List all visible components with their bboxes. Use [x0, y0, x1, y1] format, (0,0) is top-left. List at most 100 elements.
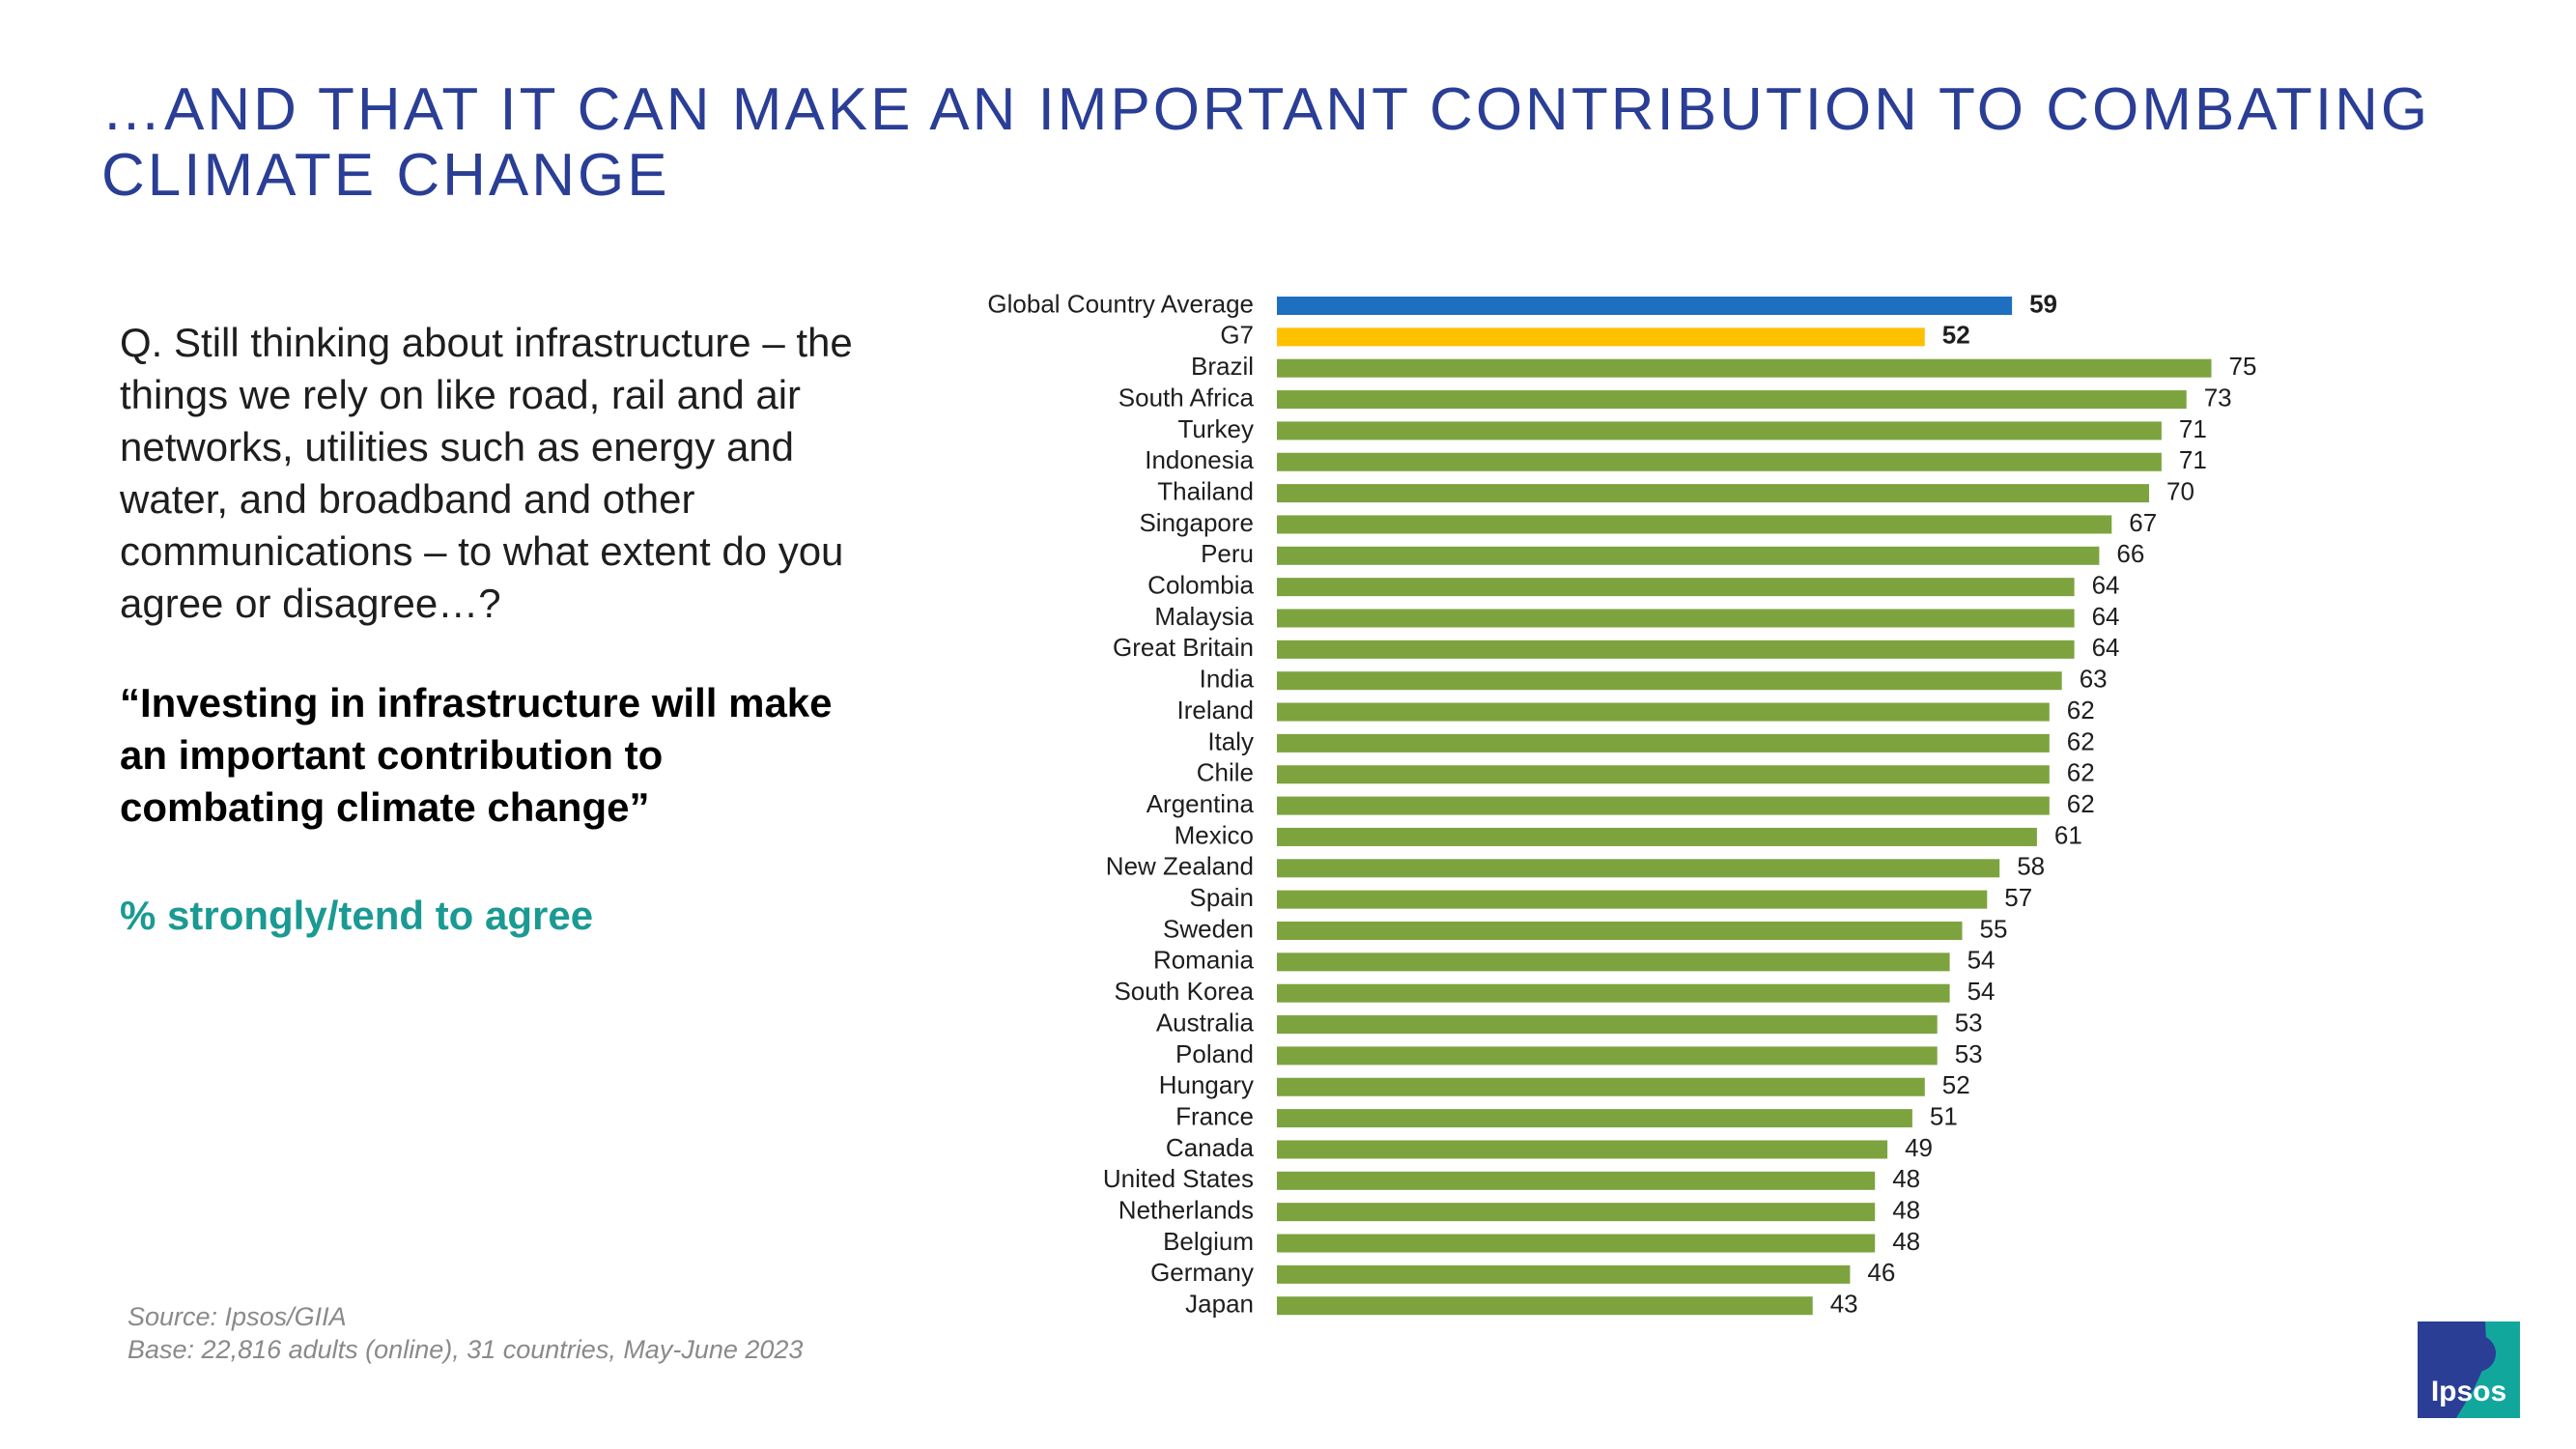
bar-brazil [1277, 358, 2212, 378]
category-label-ireland: Ireland [1177, 696, 1255, 724]
survey-statement: “Investing in infrastructure will make a… [120, 680, 833, 830]
bar-united-states [1277, 1171, 1876, 1190]
bar-global-country-average [1277, 297, 2013, 315]
logo-head-shape [2459, 1335, 2496, 1372]
category-label-thailand: Thailand [1157, 476, 1254, 505]
ipsos-logo: Ipsos [2418, 1321, 2520, 1418]
category-label-hungary: Hungary [1159, 1070, 1254, 1099]
bar-south-korea [1277, 983, 1950, 1003]
value-label-ireland: 62 [2067, 696, 2095, 724]
category-label-belgium: Belgium [1163, 1227, 1254, 1256]
bar-mexico [1277, 827, 2037, 846]
category-label-turkey: Turkey [1178, 414, 1255, 443]
bar-south-africa [1277, 390, 2187, 410]
value-label-romania: 54 [1967, 946, 1996, 975]
bar-germany [1277, 1264, 1851, 1284]
value-label-netherlands: 48 [1892, 1196, 1920, 1225]
category-label-malaysia: Malaysia [1154, 602, 1254, 631]
source-line: Source: Ipsos/GIIA [127, 1302, 347, 1331]
value-label-indonesia: 71 [2179, 445, 2207, 474]
question-block: Q. Still thinking about infrastructure –… [120, 317, 854, 630]
value-label-france: 51 [1930, 1101, 1958, 1130]
value-label-malaysia: 64 [2092, 602, 2120, 631]
category-label-brazil: Brazil [1191, 352, 1254, 381]
value-label-brazil: 75 [2229, 352, 2257, 381]
category-label-g7: G7 [1220, 321, 1254, 350]
category-label-mexico: Mexico [1175, 820, 1254, 849]
value-label-australia: 53 [1955, 1008, 1983, 1037]
value-label-united-states: 48 [1892, 1164, 1920, 1193]
value-label-argentina: 62 [2067, 789, 2095, 818]
category-label-germany: Germany [1150, 1258, 1254, 1287]
bar-spain [1277, 890, 1988, 909]
category-label-australia: Australia [1156, 1008, 1255, 1037]
value-label-canada: 49 [1905, 1133, 1933, 1162]
category-label-sweden: Sweden [1163, 914, 1254, 943]
bar-sweden [1277, 922, 1963, 940]
category-label-colombia: Colombia [1147, 571, 1254, 600]
category-label-argentina: Argentina [1146, 789, 1255, 818]
category-label-south-korea: South Korea [1114, 977, 1254, 1006]
category-label-global-country-average: Global Country Average [987, 289, 1254, 318]
bar-romania [1277, 952, 1950, 972]
logo-teal-shape [2456, 1321, 2520, 1418]
value-label-singapore: 67 [2129, 508, 2157, 537]
bar-chile [1277, 765, 2050, 784]
bar-canada [1277, 1140, 1888, 1159]
category-label-indonesia: Indonesia [1145, 445, 1254, 474]
value-label-chile: 62 [2067, 758, 2095, 787]
category-label-spain: Spain [1190, 883, 1255, 912]
bar-indonesia [1277, 452, 2162, 471]
bar-hungary [1277, 1077, 1925, 1096]
value-label-peru: 66 [2116, 539, 2144, 568]
bar-new-zealand [1277, 859, 2000, 878]
bar-argentina [1277, 796, 2050, 815]
bar-japan [1277, 1296, 1813, 1316]
base-line: Base: 22,816 adults (online), 31 countri… [127, 1335, 804, 1364]
category-label-romania: Romania [1153, 946, 1255, 975]
page-title: …AND THAT IT CAN MAKE AN IMPORTANT CONTR… [101, 77, 2516, 209]
category-label-japan: Japan [1185, 1290, 1254, 1319]
bar-thailand [1277, 484, 2149, 503]
category-label-south-africa: South Africa [1118, 383, 1255, 412]
category-label-great-britain: Great Britain [1113, 633, 1254, 662]
bar-italy [1277, 733, 2050, 753]
bar-netherlands [1277, 1203, 1876, 1222]
bar-india [1277, 671, 2062, 691]
value-label-italy: 62 [2067, 726, 2095, 755]
bar-australia [1277, 1015, 1938, 1035]
bar-turkey [1277, 421, 2162, 440]
bar-g7 [1277, 327, 1925, 347]
category-label-united-states: United States [1103, 1164, 1254, 1193]
measure-label: % strongly/tend to agree [120, 893, 594, 938]
value-label-g7: 52 [1942, 321, 1970, 350]
value-label-india: 63 [2080, 665, 2108, 694]
category-label-france: France [1175, 1101, 1254, 1130]
bar-peru [1277, 546, 2100, 565]
value-label-colombia: 64 [2092, 571, 2120, 600]
value-label-new-zealand: 58 [2017, 852, 2045, 881]
category-label-india: India [1200, 665, 1255, 694]
value-label-poland: 53 [1955, 1039, 1983, 1068]
bar-singapore [1277, 515, 2112, 534]
title-line-1: …AND THAT IT CAN MAKE AN IMPORTANT CONTR… [101, 76, 2431, 143]
source-notes: Source: Ipsos/GIIA Base: 22,816 adults (… [127, 1300, 803, 1366]
value-label-germany: 46 [1867, 1258, 1895, 1287]
category-label-poland: Poland [1175, 1039, 1254, 1068]
title-line-2: CLIMATE CHANGE [101, 142, 670, 209]
bar-poland [1277, 1046, 1938, 1065]
question-text: Q. Still thinking about infrastructure –… [120, 320, 853, 626]
logo-text: Ipsos [2431, 1376, 2506, 1407]
category-label-italy: Italy [1207, 726, 1254, 755]
value-label-thailand: 70 [2166, 476, 2194, 505]
bar-malaysia [1277, 609, 2075, 628]
category-label-chile: Chile [1197, 758, 1254, 787]
category-label-singapore: Singapore [1139, 508, 1254, 537]
bar-belgium [1277, 1234, 1876, 1253]
bar-colombia [1277, 578, 2075, 597]
value-label-belgium: 48 [1892, 1227, 1920, 1256]
category-label-netherlands: Netherlands [1118, 1196, 1254, 1225]
value-label-spain: 57 [2004, 883, 2032, 912]
value-label-south-korea: 54 [1967, 977, 1996, 1006]
